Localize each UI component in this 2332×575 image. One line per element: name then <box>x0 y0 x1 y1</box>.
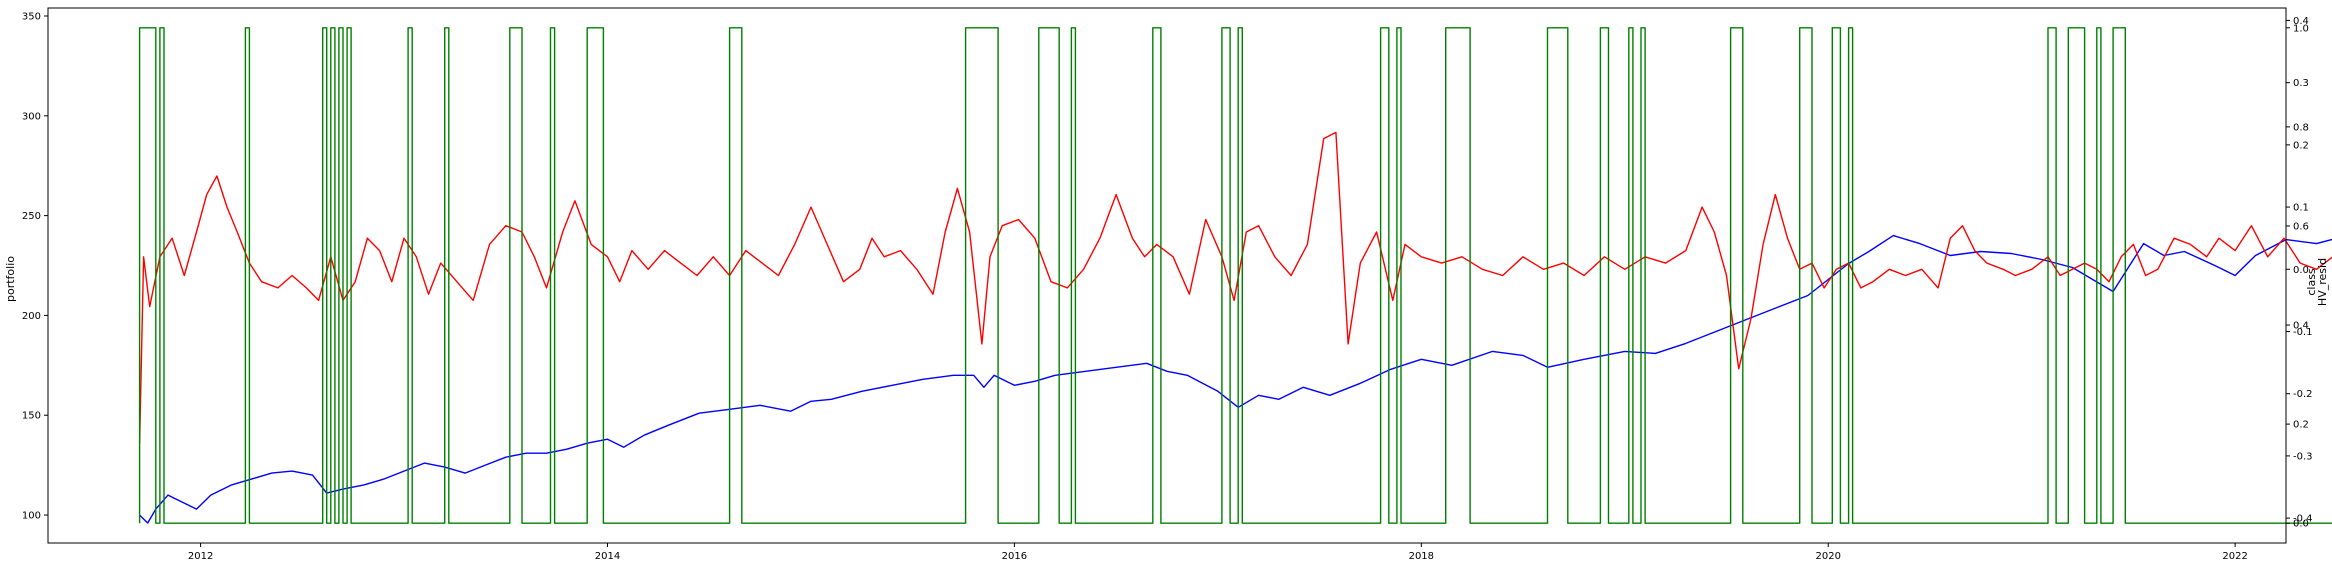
y-left-tick-label: 300 <box>22 111 41 122</box>
y-right-class-tick-label: 0.2 <box>2293 420 2309 431</box>
y-right-class-tick-label: 0.6 <box>2293 221 2309 232</box>
axes: 2012 2014 2016 2018 2020 2022 100 150 200 250 300 3… <box>22 7 2313 562</box>
y-right-resid-tick-label: -0.3 <box>2293 451 2313 462</box>
y-right-resid-tick-label: 0.3 <box>2293 78 2309 89</box>
y-right-class-tick-label: 0.4 <box>2293 321 2309 332</box>
y-right-resid-tick-label: -0.1 <box>2293 327 2313 338</box>
plot-area <box>138 27 2332 524</box>
y-axis-right-class-label: class <box>2305 268 2318 296</box>
y-right-class-tick-label: 0.0 <box>2293 519 2309 530</box>
y-right-resid-tick-label: -0.2 <box>2293 389 2313 400</box>
y-right-resid-tick-label: -0.4 <box>2293 514 2313 525</box>
y-right-resid-tick-label: 0.1 <box>2293 203 2309 214</box>
y-right-class-tick-label: 1.0 <box>2293 23 2309 34</box>
y-axis-right-resid-label: HV_resid <box>2316 258 2329 306</box>
y-axis-left-label: portfolio <box>4 256 17 302</box>
x-tick-label: 2022 <box>2222 551 2247 562</box>
x-tick-label: 2012 <box>188 551 213 562</box>
x-tick-label: 2016 <box>1002 551 1027 562</box>
y-left-tick-label: 250 <box>22 211 41 222</box>
y-left-tick-label: 100 <box>22 511 41 522</box>
plot-frame <box>47 7 2287 544</box>
series-line-hv-resid <box>138 131 2332 444</box>
series-line-portfolio <box>139 234 2332 524</box>
x-tick-label: 2014 <box>595 551 620 562</box>
series-line-class <box>138 27 2332 524</box>
y-right-resid-tick-label: 0.4 <box>2293 16 2309 27</box>
x-tick-label: 2018 <box>1409 551 1434 562</box>
y-left-tick-label: 200 <box>22 311 41 322</box>
x-tick-label: 2020 <box>1816 551 1841 562</box>
y-right-resid-tick-label: 0.2 <box>2293 140 2309 151</box>
y-right-resid-tick-label: 0.0 <box>2293 265 2309 276</box>
y-right-class-tick-label: 0.8 <box>2293 122 2309 133</box>
y-left-tick-label: 350 <box>22 11 41 22</box>
y-left-tick-label: 150 <box>22 411 41 422</box>
